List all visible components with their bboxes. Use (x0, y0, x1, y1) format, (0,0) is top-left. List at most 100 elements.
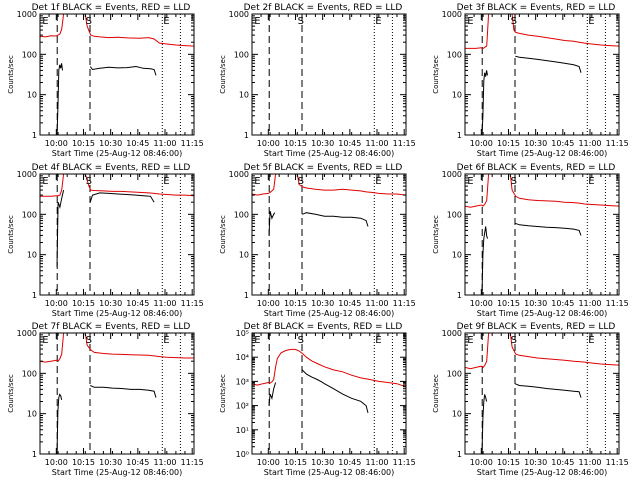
interval-marker-e: E (254, 335, 260, 346)
y-tick-label: 1 (244, 291, 249, 300)
events-series-line (56, 189, 65, 267)
x-tick-label: 11:15 (393, 139, 416, 148)
x-axis-label: Start Time (25-Aug-12 08:46:00) (52, 468, 183, 477)
events-series-line (89, 192, 155, 203)
detector-panel-7: Det 7f BLACK = Events, RED = LLD Counts/s… (7, 322, 204, 477)
y-axis-label: Counts/sec (7, 215, 15, 254)
interval-marker-s: S (86, 16, 92, 27)
interval-marker-e: E (42, 335, 48, 346)
x-tick-label: 10:45 (338, 458, 361, 467)
interval-marker-e: E (467, 335, 473, 346)
y-tick-label: 10 (239, 91, 249, 100)
x-tick-label: 10:15 (497, 139, 520, 148)
y-tick-label: 1000 (17, 170, 37, 179)
plot-frame (39, 173, 195, 296)
y-tick-label: 100 (22, 50, 37, 59)
events-series-line (481, 70, 488, 136)
y-axis-label: Counts/sec (219, 374, 227, 413)
x-tick-label: 10:30 (99, 458, 122, 467)
interval-marker-s: S (298, 16, 304, 27)
x-tick-label: 11:00 (578, 139, 601, 148)
detector-panel-6: Det 6f BLACK = Events, RED = LLD Counts/s… (432, 163, 629, 318)
x-tick-label: 11:15 (393, 458, 416, 467)
panel-title: Det 9f BLACK = Events, RED = LLD (457, 322, 616, 332)
interval-marker-e: E (163, 16, 169, 27)
events-series-line (89, 65, 157, 76)
x-tick-label: 11:15 (606, 458, 629, 467)
y-tick-label: 10 (452, 91, 462, 100)
x-tick-label: 10:45 (126, 139, 149, 148)
x-axis-label: Start Time (25-Aug-12 08:46:00) (264, 149, 395, 158)
y-tick-label: 10 (27, 410, 37, 419)
y-tick-label: 10 (27, 251, 37, 260)
events-series-line (515, 222, 582, 236)
interval-marker-s: S (86, 176, 92, 187)
x-axis-label: Start Time (25-Aug-12 08:46:00) (264, 468, 395, 477)
events-series-line (56, 63, 63, 136)
x-tick-label: 10:45 (551, 458, 574, 467)
interval-marker-e: E (163, 176, 169, 187)
y-tick-label: 1 (32, 291, 37, 300)
x-tick-label: 11:00 (153, 458, 176, 467)
plot-frame (251, 173, 407, 296)
y-tick-label: 1 (32, 450, 37, 459)
x-tick-label: 10:15 (497, 458, 520, 467)
x-tick-label: 10:00 (45, 458, 68, 467)
x-tick-label: 10:00 (45, 139, 68, 148)
panel-title: Det 1f BLACK = Events, RED = LLD (32, 3, 191, 13)
y-tick-label: 1000 (229, 170, 249, 179)
plot-frame (464, 13, 620, 136)
events-series-line (515, 383, 582, 398)
interval-marker-e: E (467, 176, 473, 187)
plot-frame (464, 332, 620, 455)
y-tick-label: 10 (239, 251, 249, 260)
x-tick-label: 10:45 (338, 139, 361, 148)
interval-marker-e: E (588, 176, 594, 187)
y-tick-label: 100 (447, 210, 462, 219)
y-tick-label: 100 (234, 50, 249, 59)
y-axis-label: Counts/sec (7, 55, 15, 94)
y-tick-label: 10³ (236, 377, 249, 386)
panel-title: Det 8f BLACK = Events, RED = LLD (244, 322, 403, 332)
lld-series-line (464, 173, 620, 208)
x-tick-label: 10:15 (284, 299, 307, 308)
x-tick-label: 11:00 (578, 299, 601, 308)
x-axis-label: Start Time (25-Aug-12 08:46:00) (52, 309, 183, 318)
y-axis-label: Counts/sec (219, 215, 227, 254)
events-series-line (268, 210, 276, 236)
x-tick-label: 11:15 (606, 299, 629, 308)
events-series-line (515, 55, 582, 73)
y-tick-label: 1000 (229, 10, 249, 19)
lld-series-line (39, 13, 195, 47)
plot-frame (39, 13, 195, 136)
events-series-line (481, 394, 488, 455)
panel-title: Det 2f BLACK = Events, RED = LLD (244, 3, 403, 13)
lld-series-line (39, 332, 194, 363)
x-tick-label: 11:00 (153, 299, 176, 308)
events-series-line (90, 385, 157, 398)
panel-title: Det 3f BLACK = Events, RED = LLD (457, 3, 616, 13)
x-tick-label: 11:15 (606, 139, 629, 148)
y-tick-label: 1 (457, 291, 462, 300)
x-tick-label: 10:15 (72, 299, 95, 308)
panel-title: Det 7f BLACK = Events, RED = LLD (32, 322, 191, 332)
x-tick-label: 10:30 (99, 139, 122, 148)
x-tick-label: 11:00 (365, 458, 388, 467)
y-axis-label: Counts/sec (432, 55, 440, 94)
x-tick-label: 10:45 (126, 458, 149, 467)
x-axis-label: Start Time (25-Aug-12 08:46:00) (52, 149, 183, 158)
x-tick-label: 11:00 (365, 139, 388, 148)
x-tick-label: 10:00 (45, 299, 68, 308)
y-tick-label: 10⁰ (236, 450, 249, 459)
x-axis-label: Start Time (25-Aug-12 08:46:00) (477, 149, 608, 158)
x-tick-label: 10:30 (524, 299, 547, 308)
events-series-line (481, 226, 488, 296)
x-tick-label: 10:00 (257, 458, 280, 467)
lld-series-line (465, 13, 620, 49)
y-axis-label: Counts/sec (219, 55, 227, 94)
x-tick-label: 10:30 (311, 458, 334, 467)
y-tick-label: 1 (457, 131, 462, 140)
interval-marker-e: E (42, 16, 48, 27)
y-tick-label: 10⁵ (236, 329, 249, 338)
y-tick-label: 1000 (442, 329, 462, 338)
